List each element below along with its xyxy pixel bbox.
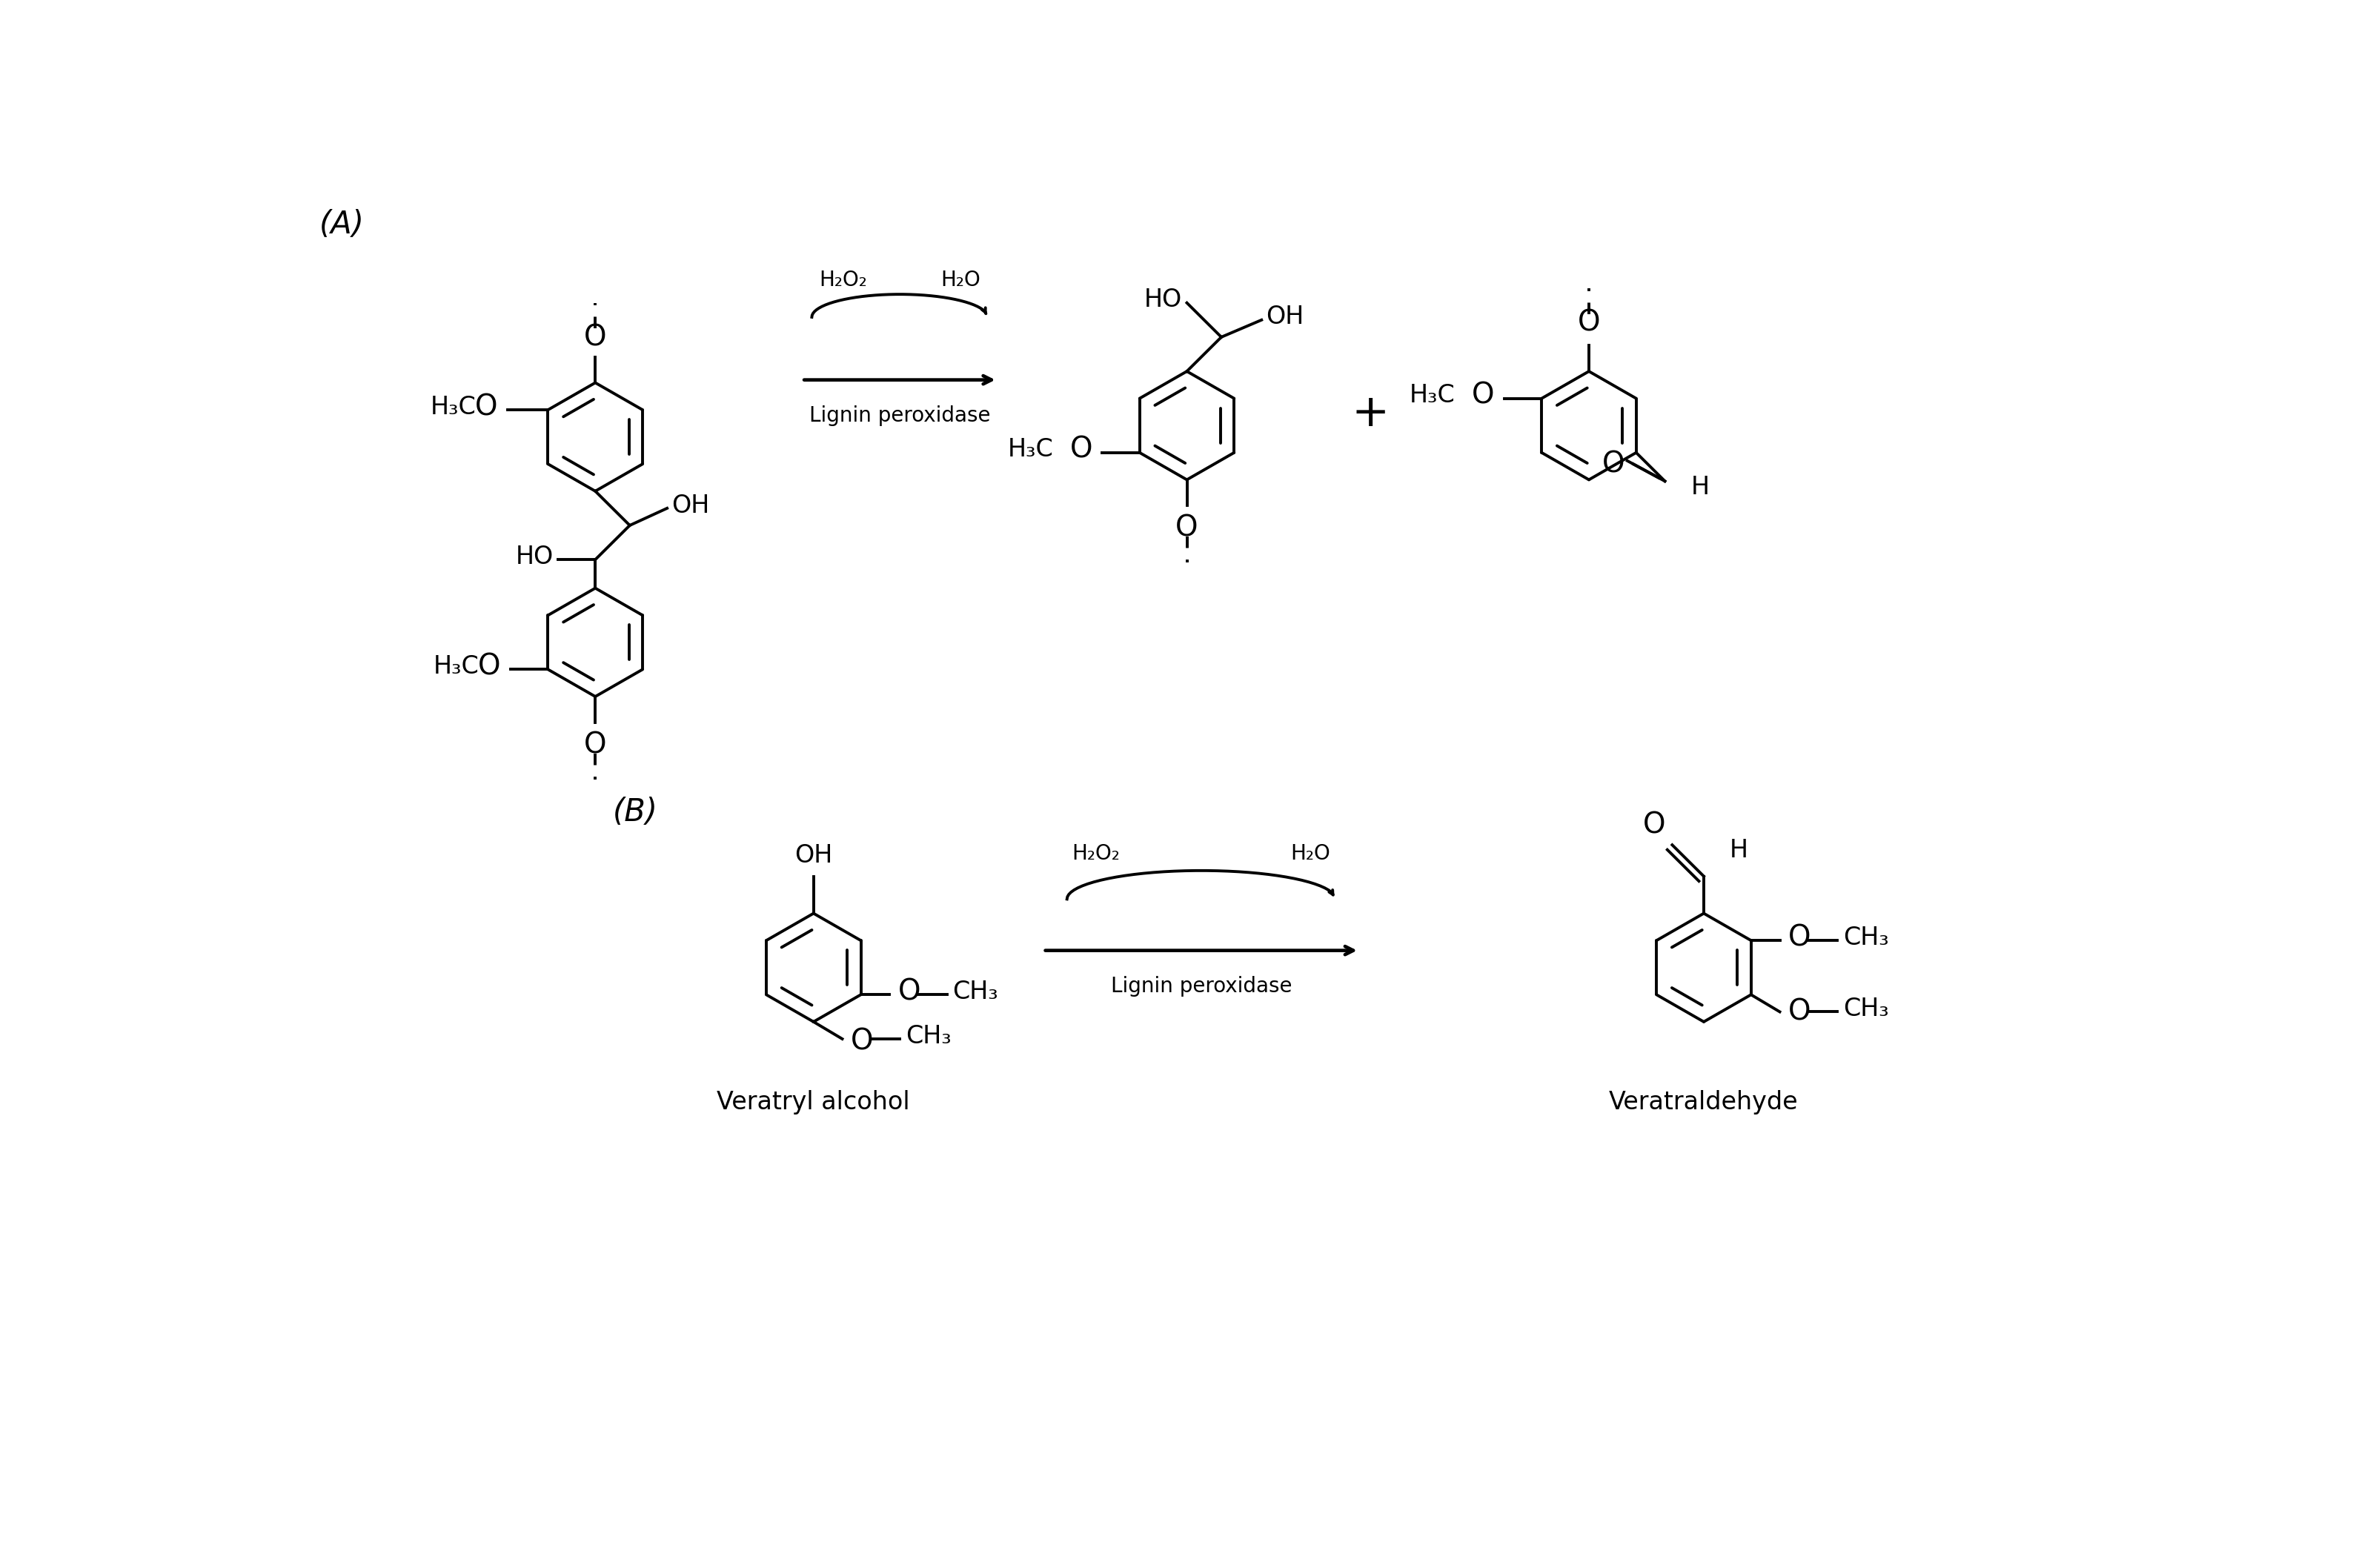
- Text: CH₃: CH₃: [906, 1024, 952, 1049]
- Text: H: H: [1690, 475, 1709, 499]
- Text: H₃C: H₃C: [430, 395, 477, 419]
- Text: Veratraldehyde: Veratraldehyde: [1609, 1090, 1799, 1115]
- Text: (A): (A): [320, 209, 365, 240]
- Text: O: O: [1602, 450, 1626, 478]
- Text: Lignin peroxidase: Lignin peroxidase: [1111, 977, 1291, 997]
- Text: O: O: [1642, 811, 1666, 839]
- Text: CH₃: CH₃: [1844, 997, 1889, 1021]
- Text: O: O: [475, 394, 498, 422]
- Text: O: O: [1578, 309, 1599, 337]
- Text: H₂O₂: H₂O₂: [819, 270, 869, 290]
- Text: O: O: [584, 731, 607, 759]
- Text: H₃C: H₃C: [1009, 437, 1054, 463]
- Text: H₂O: H₂O: [1291, 844, 1331, 864]
- Text: H₃C: H₃C: [1410, 383, 1455, 408]
- Text: H₂O: H₂O: [940, 270, 980, 290]
- Text: H₃C: H₃C: [434, 654, 479, 679]
- Text: O: O: [1789, 997, 1811, 1025]
- Text: O: O: [897, 978, 921, 1007]
- Text: OH: OH: [1267, 304, 1305, 329]
- Text: O: O: [1070, 436, 1092, 464]
- Text: Veratryl alcohol: Veratryl alcohol: [717, 1090, 911, 1115]
- Text: H₂O₂: H₂O₂: [1073, 844, 1120, 864]
- Text: (B): (B): [612, 797, 657, 828]
- Text: O: O: [477, 652, 501, 681]
- Text: O: O: [1175, 514, 1198, 543]
- Text: O: O: [1471, 381, 1495, 409]
- Text: Lignin peroxidase: Lignin peroxidase: [809, 406, 990, 426]
- Text: H: H: [1730, 839, 1749, 862]
- Text: OH: OH: [672, 494, 710, 517]
- Text: HO: HO: [515, 544, 553, 569]
- Text: HO: HO: [1144, 289, 1182, 312]
- Text: O: O: [852, 1027, 873, 1055]
- Text: O: O: [584, 323, 607, 351]
- Text: CH₃: CH₃: [1844, 925, 1889, 950]
- Text: CH₃: CH₃: [952, 980, 999, 1004]
- Text: OH: OH: [795, 844, 833, 867]
- Text: +: +: [1353, 392, 1391, 436]
- Text: O: O: [1789, 924, 1811, 952]
